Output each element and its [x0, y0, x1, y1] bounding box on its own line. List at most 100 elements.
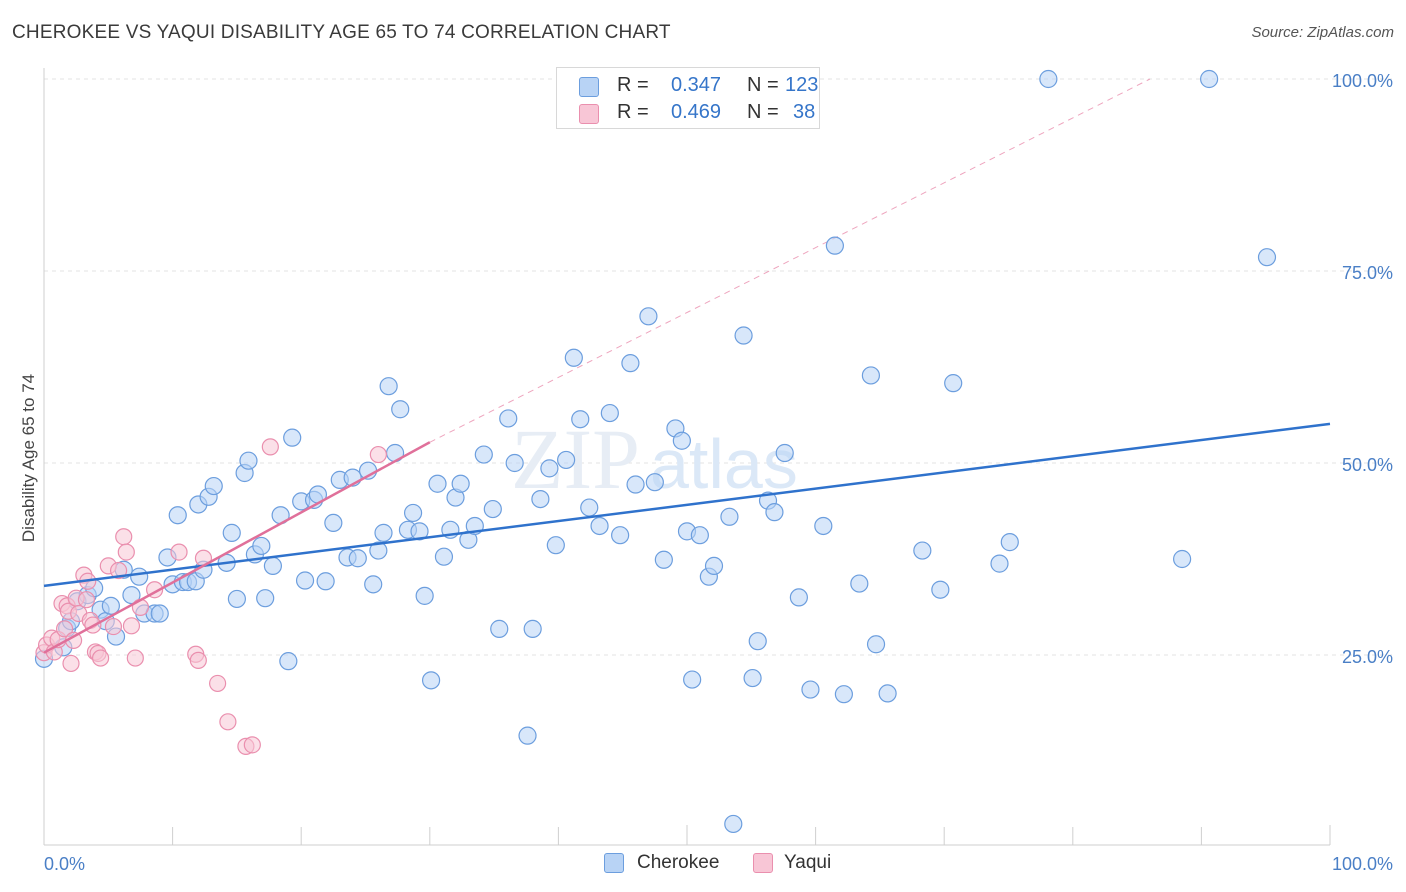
y-tick-label: 75.0% [1342, 263, 1393, 283]
cherokee-point [645, 473, 664, 492]
cherokee-point [639, 307, 658, 326]
cherokee-point [850, 574, 869, 593]
yaqui-point [219, 713, 237, 731]
yaqui-swatch [579, 104, 599, 124]
n-value: 123 [785, 74, 819, 96]
trend-lines [43, 422, 1331, 654]
x-tick-label-max: 100.0% [1332, 854, 1393, 874]
cherokee-point [580, 498, 599, 517]
cherokee-point [150, 604, 169, 623]
cherokee-point [204, 476, 223, 496]
yaqui-point [209, 674, 227, 693]
cherokee-point [130, 567, 149, 586]
cherokee-point [316, 572, 335, 591]
y-tick-label: 25.0% [1342, 647, 1393, 667]
yaqui-point [117, 543, 135, 561]
cherokee-point [775, 443, 794, 463]
cherokee-point [540, 459, 559, 478]
yaqui-point [115, 528, 133, 546]
cherokee-point [944, 374, 963, 393]
chart-title: CHEROKEE VS YAQUI DISABILITY AGE 65 TO 7… [12, 22, 671, 43]
n-label: N = [747, 101, 779, 123]
cherokee-point [913, 541, 932, 560]
cherokee-point [789, 588, 808, 607]
cherokee-point [801, 680, 820, 699]
n-value: 38 [793, 101, 816, 123]
cherokee-point [690, 526, 709, 545]
cherokee-point [1039, 69, 1058, 89]
cherokee-point [474, 445, 493, 464]
cherokee-point [518, 726, 537, 745]
cherokee-point [590, 516, 609, 536]
cherokee-point [499, 409, 518, 428]
y-tick-label: 50.0% [1342, 455, 1393, 475]
cherokee-point [324, 513, 343, 533]
y-axis: 25.0% 50.0% 75.0% 100.0% [43, 68, 1393, 845]
cherokee-point [1173, 549, 1192, 569]
yaqui-point [126, 649, 144, 667]
cherokee-point [168, 506, 187, 525]
cherokee-point [825, 236, 844, 255]
cherokee-point [931, 580, 950, 599]
cherokee-point [600, 403, 619, 423]
watermark-zip: ZIP [511, 411, 640, 507]
cherokee-point [379, 377, 398, 396]
cherokee-point [557, 450, 576, 470]
r-label: R = [617, 74, 649, 96]
cherokee-point [878, 684, 897, 703]
cherokee-point [252, 536, 271, 556]
cherokee-point [531, 489, 550, 509]
cherokee-point [546, 536, 565, 555]
cherokee-point [490, 619, 509, 638]
yaqui-point [369, 445, 387, 464]
cherokee-swatch [579, 77, 599, 97]
cherokee-point [374, 523, 393, 542]
yaqui-point [170, 543, 188, 561]
cherokee-point [239, 451, 258, 470]
yaqui-point [243, 736, 261, 754]
cherokee-point [256, 589, 275, 608]
cherokee-point [415, 586, 434, 605]
cherokee-point [348, 549, 367, 568]
cherokee-point [834, 685, 853, 704]
x-tick-label-min: 0.0% [44, 854, 85, 874]
cherokee-point [626, 475, 645, 494]
cherokee-point [421, 671, 441, 690]
cherokee-point [283, 428, 302, 447]
cherokee-point [279, 652, 298, 671]
cherokee-point [369, 541, 388, 560]
yaqui-point [91, 649, 110, 667]
yaqui-point [189, 651, 207, 669]
cherokee-point [683, 670, 702, 689]
cherokee-legend-label: Cherokee [637, 852, 720, 873]
cherokee-point [403, 503, 423, 523]
r-label: R = [617, 101, 649, 123]
stats-legend: R = 0.347 N = 123 R = 0.469 N = 38 [556, 67, 820, 129]
cherokee-trend-line [43, 422, 1331, 588]
cherokee-point [571, 410, 590, 429]
cherokee-point [1200, 69, 1219, 89]
cherokee-point [505, 453, 524, 473]
cherokee-legend-swatch [604, 853, 624, 873]
yaqui-point [62, 654, 80, 673]
x-axis [43, 825, 1331, 846]
cherokee-point [654, 550, 673, 569]
cherokee-point [672, 431, 691, 450]
cherokee-point [410, 522, 429, 541]
cherokee-point [748, 632, 767, 651]
cherokee-point [1000, 533, 1019, 552]
cherokee-point [391, 400, 410, 419]
watermark: ZIP atlas [511, 411, 798, 507]
cherokee-point [720, 507, 739, 526]
cherokee-point [814, 516, 833, 536]
yaqui-legend-swatch [753, 853, 773, 873]
cherokee-point [451, 474, 470, 493]
cherokee-point [295, 571, 315, 590]
yaqui-point [261, 438, 279, 456]
cherokee-point [611, 526, 630, 545]
yaqui-trend-line [43, 441, 431, 654]
cherokee-point [523, 619, 542, 638]
yaqui-point [122, 617, 141, 635]
cherokee-point [861, 366, 880, 385]
